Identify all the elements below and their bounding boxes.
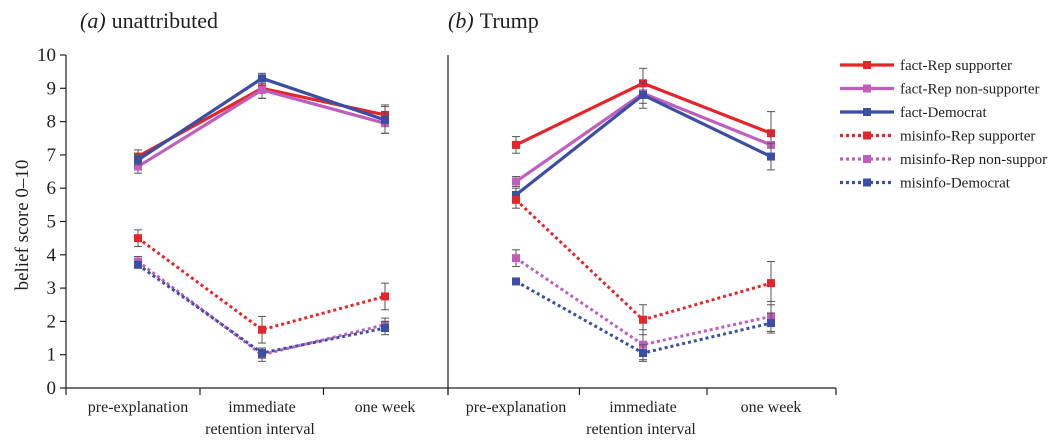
legend-item: fact-Rep non-supporter	[840, 82, 1040, 98]
legend-item: fact-Democrat	[840, 105, 987, 121]
y-axis-title: belief score 0–10	[12, 160, 33, 291]
panel-a-x-tick-label: pre-explanation	[88, 399, 188, 416]
y-tick-label: 0	[47, 378, 57, 399]
data-point	[767, 152, 775, 161]
data-point	[134, 260, 142, 269]
y-tick-label: 2	[47, 311, 57, 332]
data-point	[639, 315, 647, 324]
panel-b-series-fact-democrat	[512, 81, 775, 203]
data-point	[512, 140, 520, 149]
panel-a-series-misinfo-rep-supporter	[134, 229, 389, 344]
legend-swatch-marker	[863, 61, 871, 69]
panel-b-x-axis-title: retention interval	[586, 421, 696, 438]
legend-item: misinfo-Rep supporter	[840, 129, 1035, 145]
data-point	[381, 324, 389, 333]
legend-label: fact-Rep non-supporter	[900, 82, 1040, 98]
legend-item: misinfo-Rep non-supporter	[840, 152, 1048, 168]
panel-b-x-tick-label: one week	[741, 399, 802, 416]
data-point	[639, 90, 647, 99]
panel-b-series-misinfo-democrat	[512, 277, 775, 362]
data-point	[134, 155, 142, 164]
panel-a-title: (a) unattributed	[80, 8, 218, 33]
y-tick-label: 5	[47, 212, 57, 233]
panel-a-title-text: unattributed	[112, 8, 218, 33]
panel-a-title-prefix: (a)	[80, 8, 106, 33]
panel-b-series-misinfo-rep-supporter	[512, 191, 775, 336]
legend-swatch-marker	[863, 155, 871, 163]
panel-a-x-tick-label: immediate	[228, 399, 296, 416]
data-point	[258, 74, 266, 83]
data-point	[381, 292, 389, 301]
legend-swatch-marker	[863, 108, 871, 116]
y-tick-label: 10	[37, 45, 56, 66]
legend-label: misinfo-Rep supporter	[900, 129, 1035, 145]
panel-a-series-misinfo-rep-non-supporter	[134, 255, 389, 362]
y-tick-label: 9	[47, 78, 57, 99]
panel-a-x-tick-label: one week	[355, 399, 416, 416]
panel-b: (b) Trump retention interval pre-explanat…	[447, 8, 837, 438]
data-point	[512, 277, 520, 286]
y-tick-label: 6	[47, 178, 57, 199]
legend-swatch-marker	[863, 84, 871, 93]
data-point	[512, 177, 520, 186]
data-point	[512, 254, 520, 263]
y-tick-label: 7	[47, 145, 57, 166]
data-point	[767, 319, 775, 328]
series-line	[515, 256, 772, 347]
panel-a: (a) unattributed retention interval pre-e…	[37, 8, 449, 438]
legend-label: misinfo-Rep non-supporter	[900, 152, 1048, 168]
legend-label: fact-Democrat	[900, 105, 987, 121]
data-point	[258, 325, 266, 334]
y-tick-label: 1	[47, 345, 57, 366]
panel-b-x-tick-label: pre-explanation	[466, 399, 566, 416]
panel-b-title: (b) Trump	[448, 8, 539, 33]
y-tick-label: 8	[47, 112, 57, 133]
panel-b-x-tick-label: immediate	[609, 399, 677, 416]
data-point	[258, 85, 266, 94]
panel-a-x-axis-title: retention interval	[205, 421, 315, 438]
legend-swatch-marker	[863, 178, 871, 187]
panel-a-series-misinfo-democrat	[134, 260, 389, 359]
legend-label: fact-Rep supporter	[900, 58, 1012, 74]
panel-a-series-fact-democrat	[134, 72, 389, 166]
data-point	[381, 115, 389, 124]
data-point	[134, 234, 142, 243]
legend-item: fact-Rep supporter	[840, 58, 1012, 74]
legend: fact-Rep supporter fact-Rep non-supporter…	[840, 58, 1048, 192]
legend-item: misinfo-Democrat	[840, 176, 1011, 192]
data-point	[258, 349, 266, 358]
data-point	[134, 162, 142, 171]
legend-swatch-marker	[863, 131, 871, 140]
panel-b-title-prefix: (b)	[448, 8, 474, 33]
legend-label: misinfo-Democrat	[900, 176, 1011, 192]
y-tick-label: 4	[47, 245, 57, 266]
series-line	[515, 93, 772, 197]
data-point	[512, 195, 520, 204]
series-line	[137, 88, 386, 168]
data-point	[639, 349, 647, 358]
y-tick-label: 3	[47, 278, 57, 299]
panel-a-series-fact-rep-non-supporter	[134, 81, 389, 174]
data-point	[767, 279, 775, 288]
panel-b-title-text: Trump	[480, 8, 539, 33]
